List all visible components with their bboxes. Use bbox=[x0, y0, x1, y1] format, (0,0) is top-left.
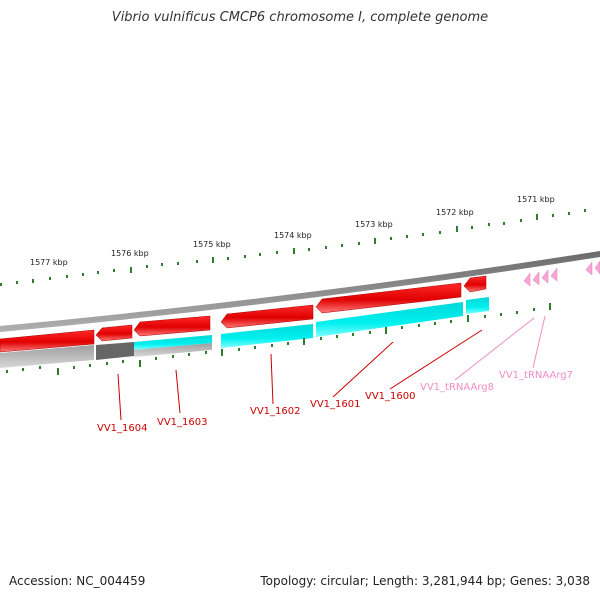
scale-label-1574: 1574 kbp bbox=[274, 231, 312, 240]
gene-label-vv1-trnaarg7: VV1_tRNAArg7 bbox=[499, 370, 573, 381]
cds-arrow-4 bbox=[220, 304, 314, 329]
cog-block-gray-1 bbox=[0, 345, 94, 368]
scale-label-1572: 1572 kbp bbox=[436, 208, 474, 217]
cog-block-cyan-1 bbox=[134, 335, 212, 350]
cds-arrow-6 bbox=[463, 275, 487, 293]
cog-block-dark bbox=[96, 342, 134, 360]
gene-label-vv1-1602: VV1_1602 bbox=[250, 406, 301, 417]
scale-label-1577: 1577 kbp bbox=[30, 258, 68, 267]
cds-track bbox=[0, 275, 487, 353]
gene-label-vv1-1600: VV1_1600 bbox=[365, 391, 416, 402]
cog-block-gray-2 bbox=[134, 343, 212, 357]
map-title: Vibrio vulnificus CMCP6 chromosome I, co… bbox=[111, 10, 489, 25]
accession-text: Accession: NC_004459 bbox=[9, 574, 146, 588]
gene-label-vv1-1604: VV1_1604 bbox=[97, 423, 148, 434]
cog-track bbox=[0, 297, 489, 368]
gene-label-vv1-1603: VV1_1603 bbox=[157, 417, 208, 428]
cds-arrow-3 bbox=[133, 315, 211, 337]
trna-arrows bbox=[523, 260, 600, 287]
cog-block-cyan-2 bbox=[221, 324, 313, 348]
cog-block-cyan-4 bbox=[466, 297, 489, 314]
cds-arrow-2 bbox=[95, 324, 133, 342]
cog-block-cyan-3 bbox=[316, 302, 463, 337]
gene-label-vv1-1601: VV1_1601 bbox=[310, 399, 361, 410]
scale-label-1573: 1573 kbp bbox=[355, 220, 393, 229]
scale-label-1576: 1576 kbp bbox=[111, 249, 149, 258]
gene-label-vv1-trnaarg8: VV1_tRNAArg8 bbox=[420, 382, 494, 393]
cds-arrow-1 bbox=[0, 329, 95, 353]
cds-arrow-5 bbox=[315, 282, 462, 314]
leader-lines bbox=[117, 315, 546, 421]
inner-scale-ticks bbox=[6, 303, 551, 375]
scale-label-1575: 1575 kbp bbox=[193, 240, 231, 249]
backbone-arc bbox=[0, 251, 600, 332]
outer-scale-ticks bbox=[0, 209, 586, 286]
topology-summary-text: Topology: circular; Length: 3,281,944 bp… bbox=[260, 574, 590, 588]
scale-label-1571: 1571 kbp bbox=[517, 195, 555, 204]
